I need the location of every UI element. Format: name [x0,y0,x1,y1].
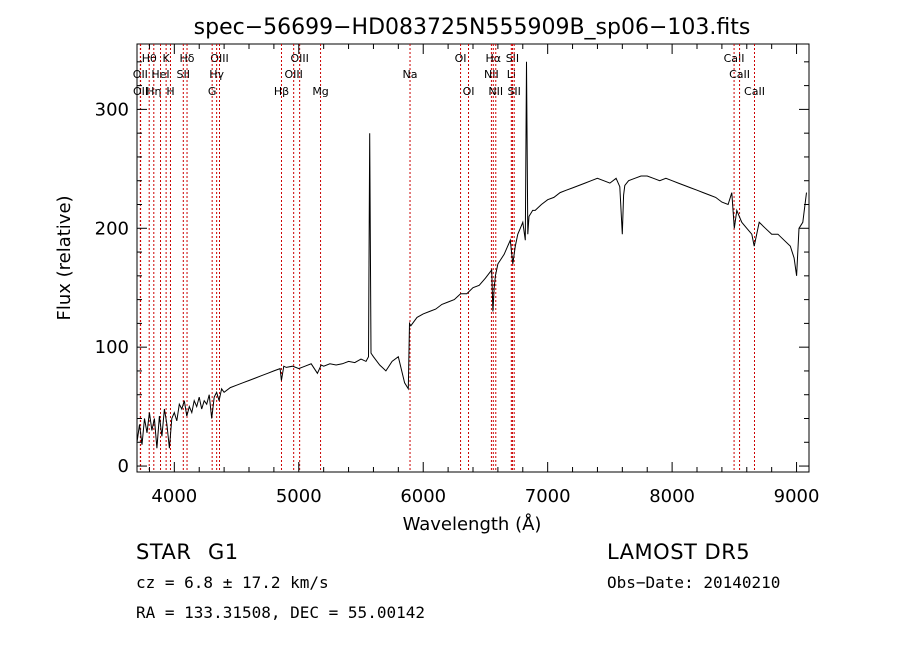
object-subclass: G1 [208,540,239,564]
x-tick-label: 4000 [151,486,197,507]
line-marker-label: Mg [312,85,328,98]
x-tick-label: 8000 [649,486,695,507]
y-axis-label: Flux (relative) [54,195,75,320]
spectrum-line [136,61,807,449]
line-marker-label: Hβ [274,85,289,98]
x-tick-label: 9000 [774,486,820,507]
x-tick-label: 5000 [276,486,322,507]
line-marker-label: NII [488,85,503,98]
line-marker-label: OII [133,85,148,98]
y-tick-label: 0 [118,456,129,477]
line-marker-label: CaII [744,85,765,98]
line-marker-label: OI [455,52,467,65]
line-marker-label: OIII [284,68,302,81]
obs-date-text: Obs−Date: 20140210 [607,573,781,592]
line-marker-label: K [163,52,171,65]
line-marker-label: Li [507,68,516,81]
line-marker-label: NII [484,68,499,81]
survey-label: LAMOST DR5 [607,540,751,564]
line-marker-label: SII [507,85,520,98]
y-tick-label: 100 [95,337,129,358]
line-marker-label: OII [133,68,148,81]
coordinates-text: RA = 133.31508, DEC = 55.00142 [136,603,425,622]
axis-ticks: 4000 5000 6000 7000 8000 9000 0 100 200 300 [95,44,820,507]
object-class: STAR [136,540,192,564]
line-marker-label: SII [506,52,519,65]
redshift-text: cz = 6.8 ± 17.2 km/s [136,573,329,592]
x-axis-label: Wavelength (Å) [403,513,542,535]
x-tick-label: 6000 [400,486,446,507]
x-tick-label: 7000 [525,486,571,507]
plot-frame [136,43,810,473]
line-marker-label: OIII [290,52,308,65]
line-marker-label: G [208,85,217,98]
line-marker-label: H [166,85,174,98]
line-marker-label: Hη [146,85,161,98]
line-marker-label: CaII [724,52,745,65]
line-marker-label: OIII [210,52,228,65]
line-marker-label: Hδ [180,52,195,65]
line-marker-label: Hα [486,52,502,65]
y-tick-label: 300 [95,99,129,120]
line-marker-label: OI [463,85,475,98]
line-marker-label: CaII [729,68,750,81]
chart-title: spec−56699−HD083725N555909B_sp06−103.fit… [194,15,751,40]
y-tick-label: 200 [95,218,129,239]
line-marker-label: HeI [151,68,169,81]
line-marker-label: SII [177,68,190,81]
line-marker-label: Hγ [209,68,224,81]
line-marker-label: Hθ [142,52,157,65]
line-marker-label: Na [403,68,418,81]
